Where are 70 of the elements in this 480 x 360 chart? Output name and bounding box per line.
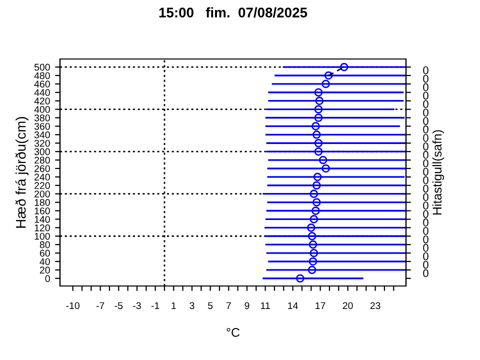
text: 0	[423, 92, 428, 100]
text: 0	[423, 117, 428, 125]
text: 0	[423, 83, 428, 92]
y-tick-label: 300	[34, 148, 50, 156]
x-tick-label: 1	[172, 302, 176, 310]
y-tick-label: 160	[34, 207, 50, 214]
y-tick-label: 340	[34, 131, 50, 138]
y-tick-label: 80	[40, 241, 50, 248]
y-tick-label: 360	[34, 122, 50, 130]
y-tick-label: 320	[34, 140, 50, 147]
text: 0	[423, 134, 428, 142]
y-tick-label: 420	[34, 98, 50, 104]
y-tick-label: 460	[34, 80, 50, 88]
x-tick-label: 5	[208, 302, 213, 310]
text: 0	[423, 260, 428, 269]
chart-title: 15:00 fim. 07/08/2025	[159, 7, 308, 18]
text: 0	[423, 193, 428, 202]
text: 0	[423, 202, 428, 210]
x-tick-label: 20	[342, 302, 353, 310]
x-tick-label: -7	[96, 302, 104, 310]
x-tick-label: 14	[288, 302, 298, 310]
text: 0	[423, 126, 428, 134]
text: 0	[423, 150, 428, 159]
x-tick-label: -3	[133, 302, 141, 310]
text: 0	[423, 100, 428, 108]
y-tick-label: 280	[34, 156, 50, 164]
text: 0	[423, 74, 428, 83]
y-tick-label: 120	[34, 224, 50, 232]
x-tick-label: 9	[244, 302, 250, 310]
text: 0	[423, 210, 428, 218]
y-tick-label: 60	[40, 250, 50, 257]
y-tick-label: 440	[34, 89, 50, 96]
x-tick-label: 3	[190, 302, 194, 310]
text: 0	[423, 176, 428, 184]
y-tick-label: 380	[34, 114, 50, 122]
y-tick-label: 240	[34, 174, 50, 181]
text: 0	[423, 244, 428, 252]
x-tick-label: -5	[114, 302, 123, 310]
text: 0	[423, 142, 428, 150]
text: 0	[423, 66, 428, 74]
x-tick-label: 23	[370, 302, 380, 310]
y-axis-title: Hæð frá jörðu(cm)	[15, 117, 29, 228]
y-tick-label: 400	[34, 106, 50, 113]
y-tick-label: 100	[34, 232, 50, 240]
y-tick-label: 20	[40, 266, 50, 274]
y-tick-label: 40	[40, 258, 50, 266]
y-tick-label: 140	[34, 216, 50, 223]
text: 0	[423, 235, 428, 244]
text: 0	[423, 227, 428, 235]
text: 0	[423, 184, 428, 193]
y-tick-label: 0	[45, 275, 50, 282]
y-tick-label: 180	[34, 199, 50, 206]
text: 0	[423, 252, 428, 260]
x-tick-label: -1	[151, 302, 160, 310]
text: 0	[423, 218, 428, 226]
y-tick-label: 260	[34, 165, 50, 172]
x-tick-label: -10	[66, 302, 80, 310]
y2-axis-title: Hitastigull(safn)	[432, 130, 444, 215]
text: 0	[423, 108, 428, 117]
y-tick-label: 200	[34, 190, 50, 198]
text: 0	[423, 168, 428, 176]
x-tick-label: 11	[261, 302, 270, 310]
y-tick-label: 220	[34, 182, 50, 190]
text: 0	[423, 269, 428, 278]
y-tick-label: 500	[34, 64, 50, 71]
text: 0	[423, 159, 428, 168]
x-axis-title: °C	[226, 328, 240, 337]
x-tick-label: 7	[226, 302, 231, 310]
x-tick-label: 17	[316, 302, 326, 310]
y-tick-label: 480	[34, 72, 50, 80]
